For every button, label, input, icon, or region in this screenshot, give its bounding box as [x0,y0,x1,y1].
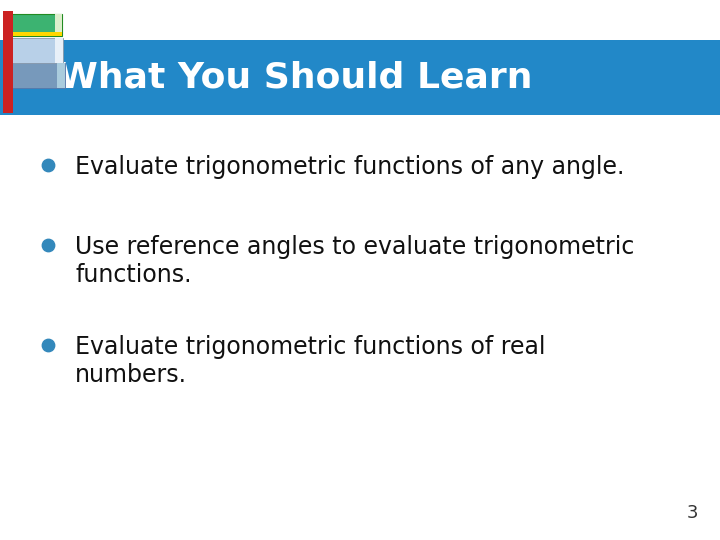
Text: Use reference angles to evaluate trigonometric: Use reference angles to evaluate trigono… [75,235,634,259]
Point [42,341,54,349]
Bar [7,32,62,36]
Bar [55,38,63,63]
Bar [7,14,62,36]
Bar [5,38,63,63]
Text: Evaluate trigonometric functions of any angle.: Evaluate trigonometric functions of any … [75,155,624,179]
Text: functions.: functions. [75,263,192,287]
Point [42,161,54,170]
Bar [57,63,65,88]
Text: numbers.: numbers. [75,363,187,387]
Bar [3,11,13,113]
Bar [3,63,65,88]
Bar [0,40,720,115]
Text: What You Should Learn: What You Should Learn [58,60,533,94]
Bar [55,14,62,36]
Text: Evaluate trigonometric functions of real: Evaluate trigonometric functions of real [75,335,546,359]
Text: 3: 3 [686,504,698,522]
Point [42,241,54,249]
